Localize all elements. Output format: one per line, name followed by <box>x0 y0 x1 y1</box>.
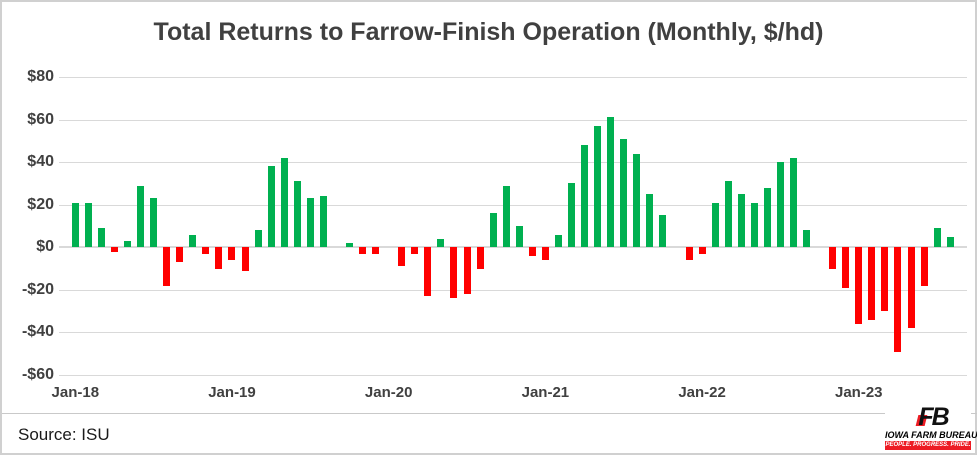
bar-May-19 <box>281 157 288 248</box>
bar-May-22 <box>751 202 758 248</box>
bar-Apr-21 <box>581 145 588 248</box>
bar-Jul-20 <box>464 247 471 295</box>
bar-Dec-21 <box>686 247 693 261</box>
gridline <box>59 77 967 78</box>
bar-Jan-21 <box>542 247 549 261</box>
zero-axis-line <box>59 246 967 249</box>
plot-area <box>59 77 967 376</box>
bar-Jun-19 <box>294 181 301 248</box>
gridline <box>59 162 967 164</box>
bar-Jul-22 <box>777 162 784 248</box>
gridline <box>59 332 967 334</box>
bar-May-18 <box>124 240 131 248</box>
bar-Aug-21 <box>633 153 640 248</box>
chart-area: $80 $60 $40 $20 $0 -$20 -$40 -$60 Jan-18 Jan-19 J… <box>2 2 977 414</box>
y-tick-label: $80 <box>27 68 54 85</box>
x-tick-label: Jan-23 <box>835 384 883 401</box>
logo-tagline: PEOPLE. PROGRESS. PRIDE. <box>885 441 971 450</box>
bar-Oct-21 <box>659 215 666 248</box>
bar-Jun-20 <box>450 247 457 299</box>
bar-Feb-21 <box>555 234 562 248</box>
y-tick-label: $20 <box>27 195 54 213</box>
bar-Dec-22 <box>842 247 849 288</box>
bar-Jul-21 <box>620 138 627 248</box>
x-tick-label: Jan-20 <box>364 384 413 401</box>
bar-Oct-18 <box>189 234 196 248</box>
bar-Dec-20 <box>529 247 536 256</box>
bar-Mar-22 <box>725 181 732 248</box>
bar-Nov-20 <box>516 226 523 248</box>
bar-Apr-18 <box>111 247 118 252</box>
bar-Apr-20 <box>424 247 431 297</box>
chart-title: Total Returns to Farrow-Finish Operation… <box>153 18 824 46</box>
x-tick-label: Jan-22 <box>678 384 726 401</box>
y-tick-label: -$20 <box>21 280 54 298</box>
bar-Jun-22 <box>764 187 771 248</box>
logo-name: IOWA FARM BUREAU <box>885 430 977 440</box>
bar-Aug-20 <box>477 247 484 269</box>
bar-May-21 <box>594 125 601 248</box>
source-note: Source: ISU <box>18 425 110 444</box>
bar-Jan-18 <box>72 202 79 248</box>
bar-Jan-22 <box>699 247 706 254</box>
iowa-farm-bureau-logo: FB IOWA FARM BUREAU PEOPLE. PROGRESS. PR… <box>885 403 977 450</box>
footer-divider <box>2 413 977 414</box>
bar-Feb-23 <box>868 247 875 320</box>
bar-Nov-22 <box>829 247 836 269</box>
bar-Mar-23 <box>881 247 888 312</box>
bar-Feb-19 <box>242 247 249 271</box>
bar-Dec-18 <box>215 247 222 269</box>
bar-Sep-18 <box>176 247 183 263</box>
bar-Jul-23 <box>934 228 941 248</box>
bar-Feb-20 <box>398 247 405 267</box>
bar-Aug-23 <box>947 236 954 248</box>
gridline <box>59 289 967 291</box>
fb-logo-letters: FB <box>918 403 949 431</box>
bar-Jun-21 <box>607 117 614 248</box>
bar-Aug-22 <box>790 157 797 248</box>
x-tick-label: Jan-19 <box>208 384 256 401</box>
bar-Jun-23 <box>921 247 928 286</box>
fb-logo-mark: FB <box>915 403 950 431</box>
bar-Aug-19 <box>320 196 327 248</box>
y-tick-label: $40 <box>27 153 54 171</box>
bar-Jan-19 <box>228 247 235 261</box>
bar-Oct-20 <box>503 185 510 248</box>
bar-Mar-18 <box>98 228 105 248</box>
bar-Sep-21 <box>646 194 653 248</box>
bar-Apr-19 <box>268 166 275 248</box>
y-tick-label: -$40 <box>21 323 54 341</box>
bar-May-20 <box>437 238 444 248</box>
bar-Aug-18 <box>163 247 170 286</box>
y-tick-label: -$60 <box>21 366 54 383</box>
bar-Sep-20 <box>490 213 497 248</box>
bar-Sep-22 <box>803 230 810 248</box>
bar-Mar-20 <box>411 247 418 254</box>
bar-Nov-18 <box>202 247 209 254</box>
gridline <box>59 119 967 121</box>
bar-Feb-18 <box>85 202 92 248</box>
bar-Feb-22 <box>712 202 719 248</box>
bar-Jan-23 <box>855 247 862 324</box>
gridline <box>59 375 967 376</box>
bar-Nov-19 <box>359 247 366 254</box>
bar-Jun-18 <box>137 185 144 248</box>
y-tick-label: $0 <box>36 238 54 256</box>
x-tick-label: Jan-21 <box>521 384 570 401</box>
bar-Jul-18 <box>150 198 157 248</box>
y-tick-label: $60 <box>27 110 54 128</box>
x-tick-label: Jan-18 <box>51 384 100 401</box>
bar-Jul-19 <box>307 198 314 248</box>
bar-Apr-22 <box>738 194 745 248</box>
bar-Dec-19 <box>372 247 379 254</box>
gridline <box>59 204 967 206</box>
bar-Mar-19 <box>255 230 262 248</box>
bar-Mar-21 <box>568 183 575 248</box>
bar-May-23 <box>908 247 915 329</box>
bar-Oct-19 <box>346 243 353 248</box>
bar-Apr-23 <box>894 247 901 352</box>
